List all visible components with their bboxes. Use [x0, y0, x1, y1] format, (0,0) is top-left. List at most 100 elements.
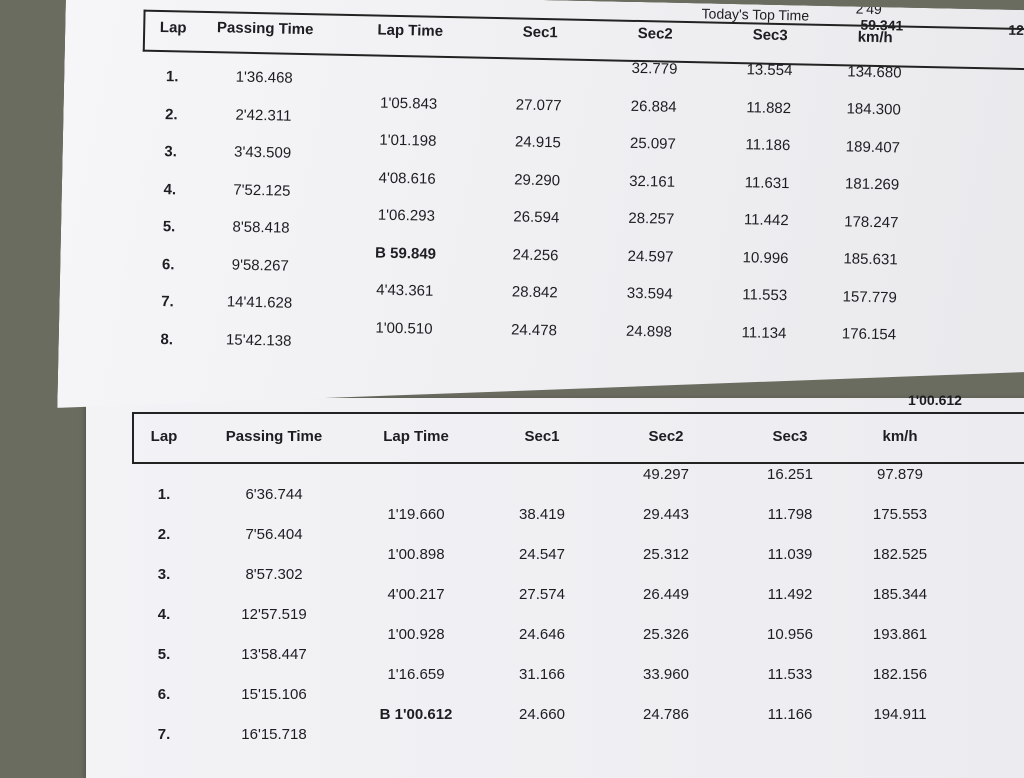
column-header-kmh: km/h: [857, 28, 893, 46]
cell-kmh: 185.344: [872, 586, 928, 603]
cell-lap: 4.: [163, 180, 177, 198]
cell-kmh: 134.680: [847, 62, 902, 82]
column-header-lap-time: Lap Time: [377, 21, 444, 41]
cell-passing: 15'15.106: [241, 686, 307, 703]
cell-passing: 1'36.468: [235, 68, 293, 88]
cell-sec3: 10.996: [742, 249, 789, 268]
cell-sec1: 24.915: [514, 133, 562, 152]
column-header-sec1: Sec1: [524, 428, 560, 445]
column-header-passing: Passing Time: [225, 428, 323, 445]
cell-lap-time: 4'43.361: [376, 281, 434, 300]
cell-lap: 8.: [160, 330, 174, 348]
cell-lap-time: 1'00.510: [375, 319, 433, 338]
top-lap-sheet: Today's Top Time 2'49 59.341 12 Lap Passi…: [57, 0, 1024, 431]
cell-sec2: 28.257: [628, 210, 675, 229]
cell-sec3: 11.186: [745, 136, 791, 155]
cell-sec1: 26.594: [513, 208, 560, 227]
cell-sec2: 32.779: [631, 60, 678, 79]
cell-sec3: 11.533: [767, 666, 813, 683]
cell-lap-time: 4'00.217: [387, 586, 445, 603]
column-header-lap-time: Lap Time: [383, 428, 449, 445]
cell-lap: 1.: [165, 68, 179, 86]
cell-sec3: 11.882: [746, 99, 792, 118]
cell-passing: 9'58.267: [231, 256, 289, 275]
cell-sec3: 11.631: [744, 174, 790, 193]
column-header-sec3: Sec3: [752, 26, 788, 45]
cell-sec2: 33.960: [643, 666, 689, 683]
cell-lap: 1.: [157, 486, 171, 503]
cell-sec1: 24.256: [512, 246, 559, 265]
cell-sec2: 49.297: [643, 466, 689, 483]
cell-sec3: 13.554: [746, 61, 793, 80]
cell-passing: 7'56.404: [245, 526, 303, 543]
cell-sec3: 16.251: [767, 466, 813, 483]
column-header-kmh: km/h: [882, 428, 918, 445]
cell-sec2: 24.786: [643, 706, 689, 723]
cell-sec2: 26.884: [630, 97, 677, 116]
cell-lap-time: 1'06.293: [377, 206, 436, 226]
cell-sec2: 33.594: [626, 285, 673, 304]
cell-lap: 2.: [164, 105, 178, 123]
cell-sec2: 26.449: [643, 586, 689, 603]
cell-sec1: 27.574: [519, 586, 565, 603]
cell-sec1: 24.660: [519, 706, 565, 723]
cell-kmh: 189.407: [845, 137, 901, 157]
bottom-lap-sheet: 1'00.612 Lap Passing Time Lap Time Sec1 Sec2…: [86, 392, 1024, 778]
cell-sec3: 11.134: [741, 324, 787, 343]
cell-lap: 5.: [157, 646, 171, 663]
cell-passing: 6'36.744: [245, 486, 303, 503]
cell-passing: 8'58.418: [232, 218, 290, 238]
cell-lap: 2.: [157, 526, 171, 543]
cell-sec3: 10.956: [767, 626, 813, 643]
cell-sec1: 28.842: [511, 283, 558, 302]
cell-kmh: 157.779: [842, 287, 898, 306]
column-header-lap: Lap: [150, 428, 178, 445]
cell-lap: 6.: [157, 686, 171, 703]
cell-lap: 6.: [161, 255, 175, 273]
cell-sec1: 29.290: [514, 171, 561, 190]
cell-lap-time: 1'01.198: [379, 131, 437, 151]
cell-sec1: 24.478: [510, 321, 558, 340]
cell-passing: 2'42.311: [235, 106, 292, 125]
cell-sec3: 11.798: [767, 506, 813, 523]
column-header-sec2: Sec2: [648, 428, 684, 445]
cell-kmh: 178.247: [844, 212, 899, 231]
cell-lap-time: 1'16.659: [387, 666, 445, 683]
top-time-partial: 2'49: [855, 0, 882, 18]
cell-sec1: 31.166: [519, 666, 565, 683]
column-header-sec2: Sec2: [637, 25, 673, 43]
cell-kmh: 175.553: [872, 506, 928, 523]
cell-lap: 4.: [157, 606, 171, 623]
cell-sec2: 24.597: [627, 247, 674, 266]
cell-sec3: 11.166: [767, 706, 813, 723]
cell-sec3: 11.039: [767, 546, 813, 563]
cell-passing: 14'41.628: [226, 293, 293, 313]
cell-sec2: 24.898: [625, 322, 673, 341]
cell-lap-time: B 59.849: [374, 244, 437, 263]
cell-lap: 7.: [157, 726, 171, 743]
cell-kmh: 193.861: [872, 626, 928, 643]
cell-passing: 12'57.519: [241, 606, 307, 623]
cell-lap-time: B 1'00.612: [379, 706, 453, 723]
cell-passing: 3'43.509: [233, 143, 292, 163]
cell-sec2: 29.443: [643, 506, 689, 523]
cell-lap: 7.: [161, 293, 174, 311]
cell-passing: 7'52.125: [233, 181, 291, 200]
cell-passing: 13'58.447: [241, 646, 307, 663]
cell-passing: 16'15.718: [241, 726, 307, 743]
cell-sec1: 38.419: [519, 506, 565, 523]
cell-kmh: 176.154: [841, 325, 897, 344]
header-row: [132, 412, 1024, 464]
cell-kmh: 185.631: [843, 250, 898, 269]
cell-kmh: 182.525: [872, 546, 928, 563]
cell-kmh: 194.911: [873, 706, 927, 723]
cell-sec2: 32.161: [628, 172, 676, 191]
cell-passing: 15'42.138: [225, 331, 292, 350]
cell-sec1: 27.077: [515, 96, 562, 115]
cell-lap-time: 1'19.660: [387, 506, 445, 523]
cell-lap-time: 1'00.928: [387, 626, 445, 643]
cell-kmh: 182.156: [872, 666, 928, 683]
cell-lap-time: 1'05.843: [379, 94, 438, 113]
cell-sec3: 11.492: [767, 586, 813, 603]
column-header-sec3: Sec3: [772, 428, 808, 445]
